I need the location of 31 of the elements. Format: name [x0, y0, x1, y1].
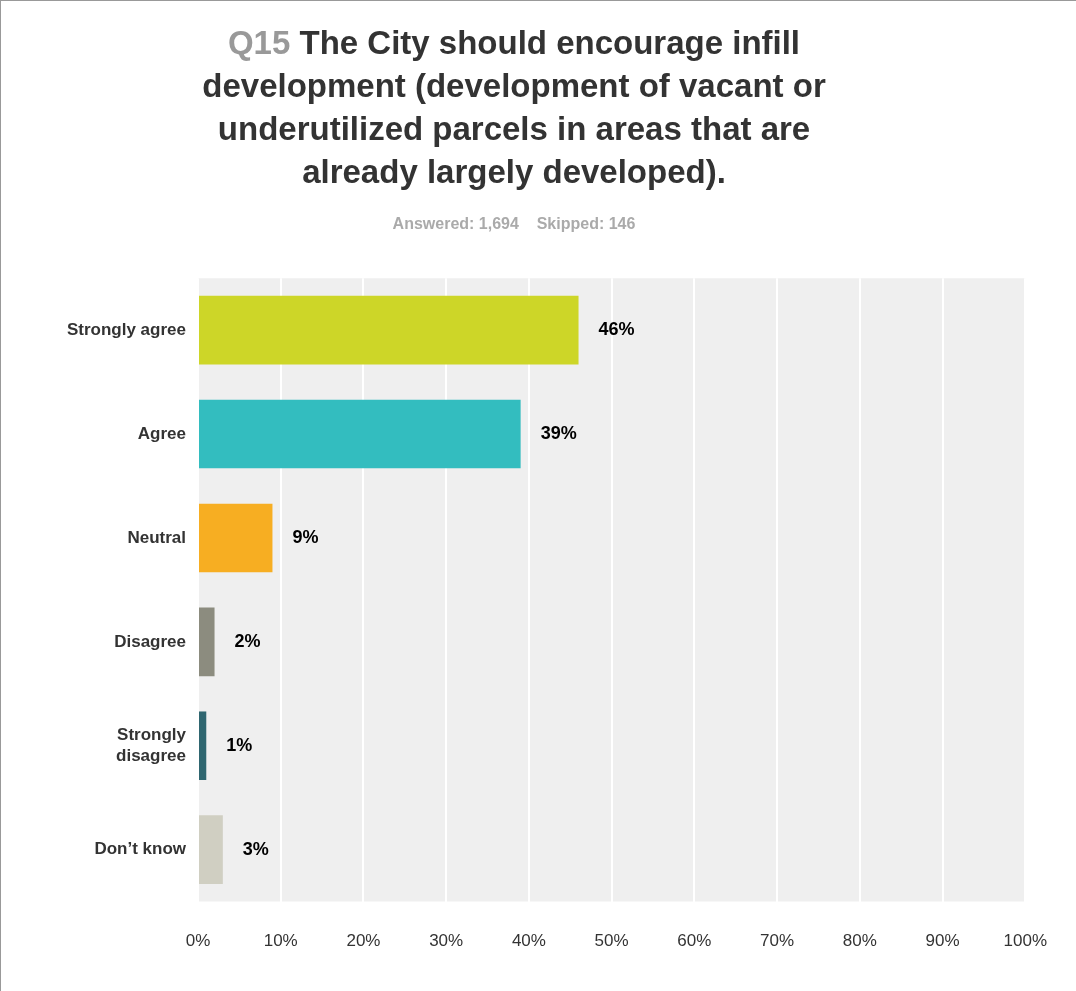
bar — [199, 607, 215, 677]
x-tick-label: 90% — [925, 931, 960, 951]
x-tick-label: 30% — [429, 931, 464, 951]
data-label: 46% — [598, 319, 635, 340]
data-label: 1% — [226, 734, 253, 755]
y-tick-label: Strongly disagree — [116, 725, 187, 765]
data-label: 2% — [234, 630, 261, 651]
x-tick-label: 50% — [594, 931, 629, 951]
x-tick-label: 0% — [185, 931, 211, 951]
x-tick-label: 40% — [511, 931, 546, 951]
bar — [199, 295, 579, 365]
y-tick-label: Strongly agree — [66, 319, 186, 339]
data-label: 3% — [242, 838, 269, 859]
x-tick-label: 60% — [677, 931, 712, 951]
bar — [199, 503, 273, 573]
data-label: 9% — [292, 526, 319, 547]
y-tick-label: Disagree — [114, 631, 186, 651]
x-tick-label: 20% — [346, 931, 381, 951]
x-tick-label: 80% — [842, 931, 877, 951]
y-tick-label: Don’t know — [94, 839, 187, 859]
bar — [199, 815, 223, 884]
chart-title: Q15 The City should encourage infill development (development of vacant or underutilized parcels in areas that are already largely developed). — [202, 24, 826, 190]
y-tick-label: Agree — [137, 423, 186, 443]
data-label: 39% — [540, 423, 577, 444]
bar — [199, 399, 521, 469]
bar — [199, 711, 207, 781]
y-tick-label: Neutral — [127, 527, 186, 547]
x-tick-label: 100% — [1003, 931, 1047, 951]
x-tick-label: 10% — [263, 931, 298, 951]
x-tick-label: 70% — [760, 931, 795, 951]
chart-subtitle: Answered: 1,694 Skipped: 146 — [391, 215, 637, 233]
